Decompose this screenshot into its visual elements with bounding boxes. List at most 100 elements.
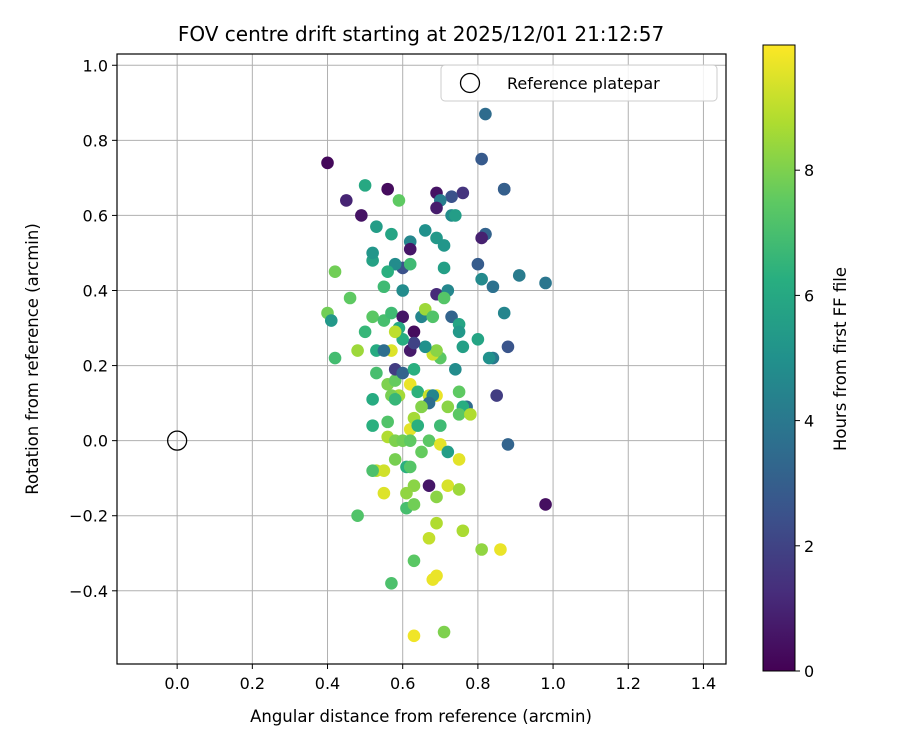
data-point — [433, 419, 447, 432]
x-axis-ticks: 0.0 0.2 0.4 0.6 0.8 1.0 1.2 1.4 — [164, 664, 716, 693]
data-point — [407, 498, 421, 511]
x-tick-label: 1.4 — [691, 674, 716, 693]
y-axis-ticks: −0.4 −0.2 0.0 0.2 0.4 0.6 0.8 1.0 — [69, 56, 117, 601]
data-point — [539, 498, 552, 511]
data-point — [400, 486, 413, 500]
data-point — [355, 209, 368, 222]
data-point — [377, 344, 391, 357]
data-point — [366, 246, 379, 260]
chart-title: FOV centre drift starting at 2025/12/01 … — [178, 22, 664, 46]
data-point — [366, 419, 379, 432]
data-point — [411, 385, 425, 399]
data-point — [388, 453, 402, 466]
colorbar-tick-label: 6 — [804, 286, 814, 305]
x-tick-label: 0.8 — [465, 674, 490, 693]
data-point — [475, 272, 488, 286]
data-point — [328, 265, 342, 279]
data-point — [471, 332, 485, 346]
data-point — [490, 389, 503, 402]
data-point — [471, 257, 485, 271]
data-point — [494, 543, 507, 556]
data-point — [441, 445, 455, 459]
data-point — [381, 182, 394, 196]
data-point — [351, 344, 364, 357]
x-tick-label: 0.4 — [315, 674, 340, 693]
data-point — [396, 366, 410, 380]
data-point — [396, 284, 410, 297]
data-point — [388, 325, 402, 339]
data-point — [452, 453, 466, 466]
data-point — [486, 280, 500, 294]
data-point — [497, 182, 511, 196]
data-point — [381, 265, 394, 279]
data-point — [501, 340, 515, 354]
colorbar-tick-label: 8 — [804, 161, 814, 180]
data-point — [475, 152, 488, 166]
data-point — [430, 516, 443, 530]
data-point — [340, 194, 353, 207]
x-tick-label: 0.0 — [164, 674, 189, 693]
data-point — [415, 400, 428, 414]
data-point — [366, 393, 379, 406]
y-tick-label: −0.2 — [69, 507, 108, 526]
data-point — [539, 276, 552, 290]
x-tick-label: 1.2 — [616, 674, 641, 693]
data-point — [449, 363, 462, 376]
colorbar-tick-label: 4 — [804, 412, 814, 431]
colorbar-tick-label: 0 — [804, 662, 814, 681]
data-point — [422, 434, 436, 447]
data-point — [411, 419, 425, 432]
data-point — [445, 190, 458, 203]
data-point — [385, 306, 398, 320]
colorbar-ticks: 0 2 4 6 8 — [795, 161, 814, 681]
colorbar-label: Hours from first FF file — [831, 267, 850, 451]
data-point — [512, 269, 526, 282]
data-point — [407, 325, 421, 339]
data-point — [366, 310, 379, 324]
grid-lines — [117, 54, 726, 664]
colorbar-tick-label: 2 — [804, 537, 814, 556]
data-point — [430, 201, 443, 215]
data-point — [437, 239, 451, 252]
legend-label: Reference platepar — [507, 74, 660, 93]
reference-platepar-marker — [166, 430, 188, 451]
y-tick-label: −0.4 — [69, 582, 108, 601]
data-point — [385, 227, 398, 241]
data-point — [370, 220, 383, 233]
data-point — [475, 231, 488, 245]
colorbar — [762, 44, 796, 672]
data-point — [422, 479, 436, 492]
data-point — [370, 366, 383, 380]
x-axis-label: Angular distance from reference (arcmin) — [250, 707, 592, 726]
scatter-points — [321, 107, 552, 643]
data-point — [422, 531, 436, 545]
data-point — [407, 363, 421, 376]
data-point — [456, 340, 470, 354]
data-point — [358, 179, 372, 192]
data-point — [437, 261, 451, 275]
data-point — [358, 325, 372, 339]
data-point — [497, 306, 511, 320]
data-point — [328, 351, 342, 365]
data-point — [385, 576, 398, 590]
data-point — [482, 351, 496, 365]
data-point — [407, 629, 421, 643]
data-point — [437, 625, 451, 639]
data-point — [452, 385, 466, 399]
data-point — [381, 415, 394, 429]
data-point — [407, 554, 421, 568]
data-point — [415, 445, 428, 459]
data-point — [377, 464, 391, 477]
y-tick-label: 0.4 — [83, 281, 108, 300]
data-point — [403, 460, 417, 474]
data-point — [403, 242, 417, 256]
legend: Reference platepar — [440, 64, 718, 102]
data-point — [351, 509, 364, 523]
data-point — [377, 280, 391, 294]
y-tick-label: 0.6 — [83, 206, 108, 225]
data-point — [392, 194, 406, 207]
data-point — [479, 107, 492, 121]
data-point — [426, 573, 440, 586]
data-point — [388, 393, 402, 406]
